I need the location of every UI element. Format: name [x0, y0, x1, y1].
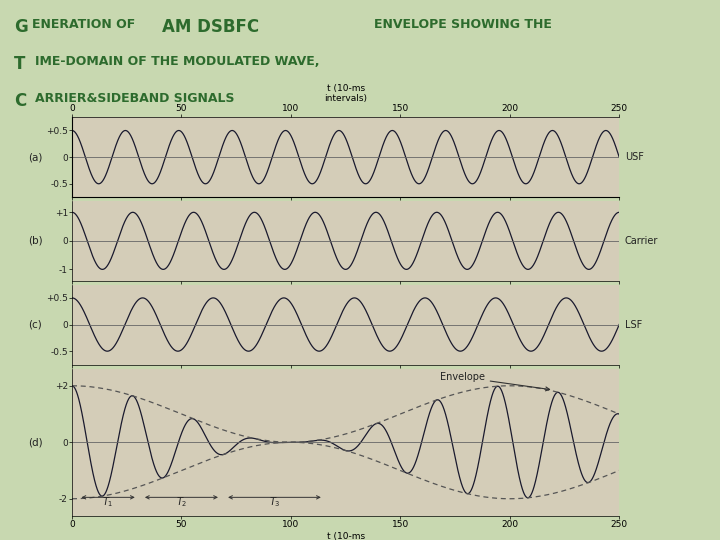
Text: $T_1$: $T_1$ — [102, 495, 114, 509]
Text: C: C — [14, 92, 27, 110]
Text: Carrier: Carrier — [625, 236, 658, 246]
Text: (a): (a) — [28, 152, 42, 162]
Text: USF: USF — [625, 152, 644, 162]
Text: AM DSBFC: AM DSBFC — [163, 18, 259, 36]
Text: IME-DOMAIN OF THE MODULATED WAVE,: IME-DOMAIN OF THE MODULATED WAVE, — [35, 55, 320, 68]
Text: (c): (c) — [28, 320, 42, 329]
Text: (d): (d) — [28, 437, 43, 447]
X-axis label: t (10-ms
intervals): t (10-ms intervals) — [324, 84, 367, 103]
Text: ARRIER&SIDEBAND SIGNALS: ARRIER&SIDEBAND SIGNALS — [35, 92, 235, 105]
Text: G: G — [14, 18, 28, 36]
Text: LSF: LSF — [625, 320, 642, 329]
Text: ENERATION OF: ENERATION OF — [32, 18, 135, 31]
Text: (b): (b) — [28, 236, 43, 246]
Text: Envelope: Envelope — [440, 372, 549, 391]
X-axis label: t (10-ms
intervals): t (10-ms intervals) — [324, 532, 367, 540]
Text: T: T — [14, 55, 26, 73]
Text: $T_3$: $T_3$ — [269, 495, 280, 509]
Text: $T_2$: $T_2$ — [176, 495, 187, 509]
Text: ENVELOPE SHOWING THE: ENVELOPE SHOWING THE — [374, 18, 552, 31]
